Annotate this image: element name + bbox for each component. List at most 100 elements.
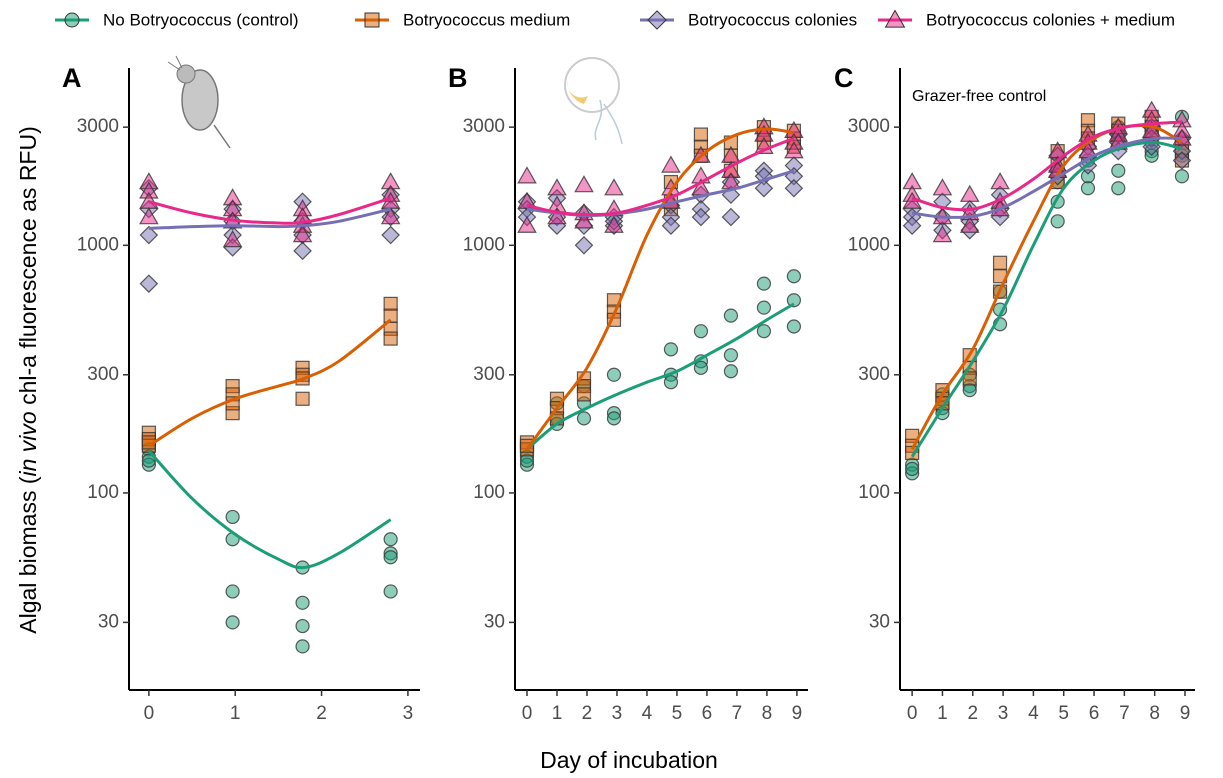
fit-line [148,207,391,230]
x-tick-label: 1 [552,703,563,724]
x-tick-label: 9 [792,703,803,724]
panel-label: B [448,63,468,93]
y-tick-label: 1000 [463,234,505,255]
y-axis-label-part: chl-a fluorescence as RFU) [15,126,41,411]
panel-label: C [834,63,854,93]
point [756,324,772,339]
legend-marker [64,12,80,28]
x-tick-label: 4 [642,703,653,724]
point [381,225,400,245]
point [139,207,159,225]
point [383,550,398,565]
point [141,453,156,468]
x-tick-label: 4 [1028,703,1039,724]
x-tick-label: 3 [998,703,1009,724]
point [517,166,537,184]
legend-label: Botryococcus colonies [688,10,857,29]
y-axis-label-part: Algal biomass ( [15,476,41,634]
point [225,509,240,525]
fit-line [910,123,1183,451]
fit-line [911,120,1183,212]
point [383,532,398,547]
point [1111,163,1126,178]
legend-marker [884,9,906,28]
point [1050,214,1065,229]
x-tick-label: 8 [762,703,773,724]
point [606,367,622,382]
x-tick-label: 0 [144,703,155,724]
x-tick-label: 9 [1180,703,1191,724]
point [292,225,313,243]
point [786,293,802,308]
point [139,274,159,293]
point [606,411,622,426]
y-tick-label: 30 [484,611,505,632]
panel: C Grazer-free control 30 100 300 1000 3000 0 1 2 3… [834,63,1195,724]
y-axis-label-part: in vivo [15,411,41,476]
point [139,225,159,245]
point [383,331,398,346]
point [754,178,774,198]
y-axis-label: Algal biomass (in vivo chl-a fluorescenc… [15,126,41,633]
panel: A 30 100 300 1000 3000 0 1 2 3 [62,63,420,724]
point [786,269,802,284]
fit-line [147,449,392,570]
point [1172,151,1192,170]
y-tick-label: 3000 [463,116,505,137]
point [225,615,240,630]
point [661,155,681,173]
legend-label: No Botryococcus (control) [103,10,299,29]
point [905,461,920,477]
point [1080,181,1096,196]
y-tick-label: 3000 [848,116,890,137]
point [693,360,709,375]
point [786,319,802,334]
point [1174,169,1190,184]
point [295,391,310,406]
point [663,375,679,390]
point [959,184,980,202]
x-tick-label: 1 [937,703,948,724]
point [383,584,398,599]
x-tick-label: 8 [1149,703,1160,724]
y-tick-label: 300 [858,364,890,385]
point [574,211,594,229]
x-tick-label: 5 [1058,703,1069,724]
point [990,172,1010,190]
x-tick-label: 6 [1089,703,1100,724]
panel: B 30 100 300 1000 3000 0 1 2 3 4 5 6 7 8 9 [448,63,808,724]
fit-line [148,196,392,225]
point [604,178,624,196]
x-tick-label: 2 [967,703,978,724]
legend-label: Botryococcus medium [403,10,570,29]
y-tick-label: 1000 [77,234,119,255]
point [932,225,953,243]
point [547,207,567,225]
point [932,178,953,196]
x-tick-label: 2 [316,703,327,724]
point [574,236,594,255]
point [576,411,592,426]
point [222,230,243,248]
point [992,255,1008,270]
point [962,383,977,398]
point [604,215,624,233]
y-tick-label: 300 [473,364,505,385]
daphnia-icon [167,55,231,149]
y-tick-label: 30 [98,611,119,632]
point [693,127,709,142]
fit-line [526,137,795,217]
point [756,300,772,315]
point [723,364,739,379]
x-tick-label: 1 [230,703,241,724]
point [293,241,312,261]
x-tick-label: 0 [522,703,533,724]
point [295,639,310,654]
legend-label: Botryococcus colonies + medium [926,10,1175,29]
point [723,348,739,363]
x-tick-label: 7 [732,703,743,724]
point [225,584,240,599]
legend-marker [364,12,380,28]
x-tick-label: 5 [672,703,683,724]
